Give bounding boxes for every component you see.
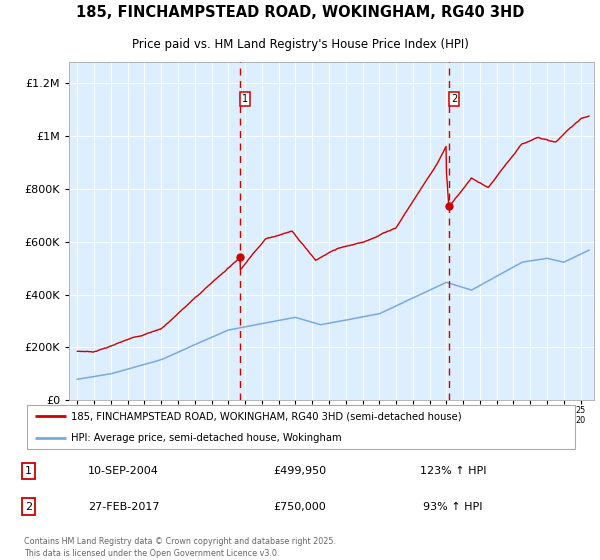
Text: 27-FEB-2017: 27-FEB-2017 [88,502,160,511]
Text: 10-SEP-2004: 10-SEP-2004 [88,466,159,476]
Text: 93% ↑ HPI: 93% ↑ HPI [423,502,482,511]
Text: 185, FINCHAMPSTEAD ROAD, WOKINGHAM, RG40 3HD (semi-detached house): 185, FINCHAMPSTEAD ROAD, WOKINGHAM, RG40… [71,411,462,421]
FancyBboxPatch shape [27,405,575,449]
Text: 123% ↑ HPI: 123% ↑ HPI [419,466,486,476]
Text: 1: 1 [242,94,248,104]
Text: 1: 1 [25,466,32,476]
Text: Price paid vs. HM Land Registry's House Price Index (HPI): Price paid vs. HM Land Registry's House … [131,38,469,50]
Text: £750,000: £750,000 [274,502,326,511]
Text: 2: 2 [25,502,32,511]
Text: 185, FINCHAMPSTEAD ROAD, WOKINGHAM, RG40 3HD: 185, FINCHAMPSTEAD ROAD, WOKINGHAM, RG40… [76,6,524,20]
Text: 2: 2 [451,94,457,104]
Text: Contains HM Land Registry data © Crown copyright and database right 2025.
This d: Contains HM Land Registry data © Crown c… [24,538,336,558]
Text: HPI: Average price, semi-detached house, Wokingham: HPI: Average price, semi-detached house,… [71,433,342,443]
Text: £499,950: £499,950 [274,466,326,476]
